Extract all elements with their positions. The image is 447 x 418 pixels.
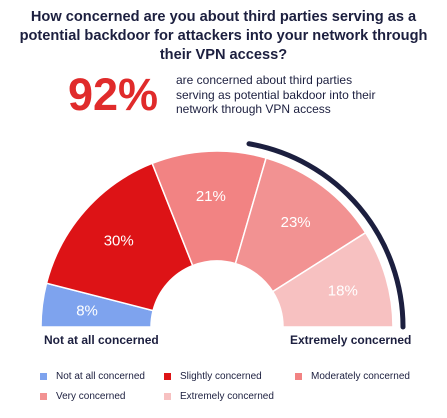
legend-item-very: Very concerned (40, 391, 164, 402)
legend-item-extremely: Extremely concerned (164, 391, 295, 402)
gauge-left-label: Not at all concerned (44, 333, 159, 347)
gauge-value-labels: 8% 30% 21% 23% 18% (76, 188, 358, 319)
gauge-value-label-very: 23% (281, 214, 311, 231)
legend-item-moderately: Moderately concerned (295, 371, 435, 382)
legend-label: Slightly concerned (180, 370, 262, 382)
legend-label: Moderately concerned (311, 370, 410, 382)
legend-label: Not at all concerned (56, 370, 145, 382)
legend-swatch (164, 392, 171, 400)
gauge-value-label-extremely: 18% (328, 282, 358, 299)
legend-item-not-at-all: Not at all concerned (40, 371, 164, 382)
legend-swatch (40, 392, 47, 400)
legend-swatch (295, 372, 302, 380)
gauge-segment-slightly (45, 162, 194, 312)
gauge-value-label-moderately: 21% (196, 188, 226, 205)
legend-swatch (40, 372, 47, 380)
gauge-outer-arc (246, 141, 406, 330)
legend-swatch (164, 372, 171, 380)
legend-label: Very concerned (56, 390, 126, 402)
gauge-value-label-slightly: 30% (104, 232, 134, 249)
gauge-segment-extremely (271, 231, 394, 328)
gauge-segments (40, 150, 394, 328)
chart-legend: Not at all concerned Slightly concerned … (40, 366, 440, 406)
legend-item-slightly: Slightly concerned (164, 371, 295, 382)
highlight-percentage: 92% (68, 69, 159, 120)
gauge-value-label-not-at-all: 8% (76, 303, 98, 320)
gauge-right-label: Extremely concerned (290, 333, 412, 347)
legend-label: Extremely concerned (180, 390, 274, 402)
chart-title: How concerned are you about third partie… (19, 9, 428, 63)
highlight-description: are concerned about third parties servin… (176, 73, 376, 116)
